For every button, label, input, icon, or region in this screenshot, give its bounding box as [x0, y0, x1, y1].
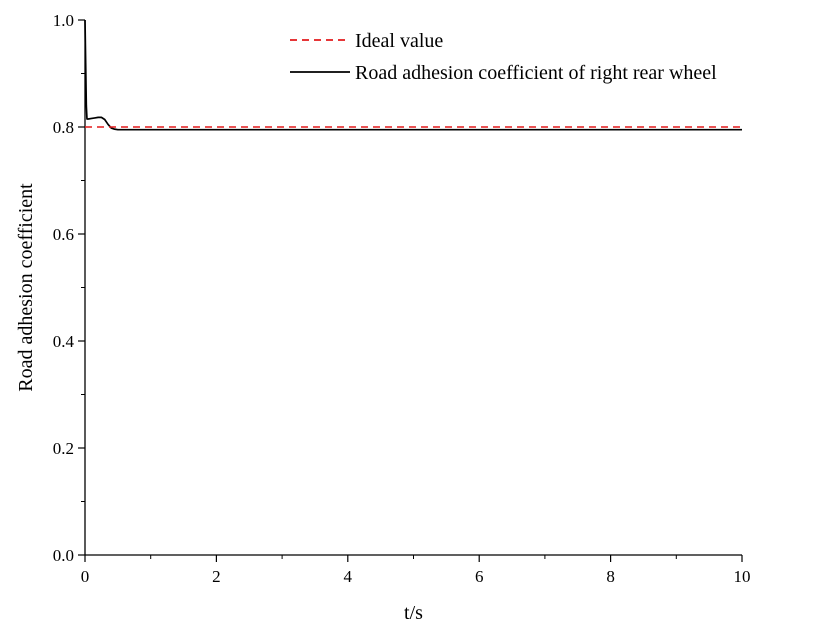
x-axis: 0 2 4 6 8 10 — [81, 555, 751, 586]
legend-label: Ideal value — [355, 30, 443, 52]
x-tick-label: 2 — [212, 567, 221, 586]
y-axis-title: Road adhesion coefficient — [15, 183, 37, 392]
y-tick-label: 0.8 — [53, 118, 74, 137]
x-tick-label: 4 — [344, 567, 353, 586]
y-tick-label: 1.0 — [53, 11, 74, 30]
x-axis-title: t/s — [404, 602, 423, 624]
legend-item-right-rear-wheel: Road adhesion coefficient of right rear … — [290, 62, 717, 84]
x-tick-label: 6 — [475, 567, 484, 586]
y-tick-label: 0.4 — [53, 332, 75, 351]
y-axis: 0.0 0.2 0.4 0.6 0.8 1.0 — [53, 11, 85, 565]
x-tick-label: 0 — [81, 567, 90, 586]
legend-label: Road adhesion coefficient of right rear … — [355, 62, 717, 84]
plot-area — [85, 20, 742, 555]
y-tick-label: 0.6 — [53, 225, 74, 244]
legend: Ideal value Road adhesion coefficient of … — [290, 30, 717, 84]
x-tick-label: 8 — [606, 567, 615, 586]
x-tick-label: 10 — [734, 567, 751, 586]
y-tick-label: 0.2 — [53, 439, 74, 458]
legend-item-ideal-value: Ideal value — [290, 30, 443, 52]
y-tick-label: 0.0 — [53, 546, 74, 565]
